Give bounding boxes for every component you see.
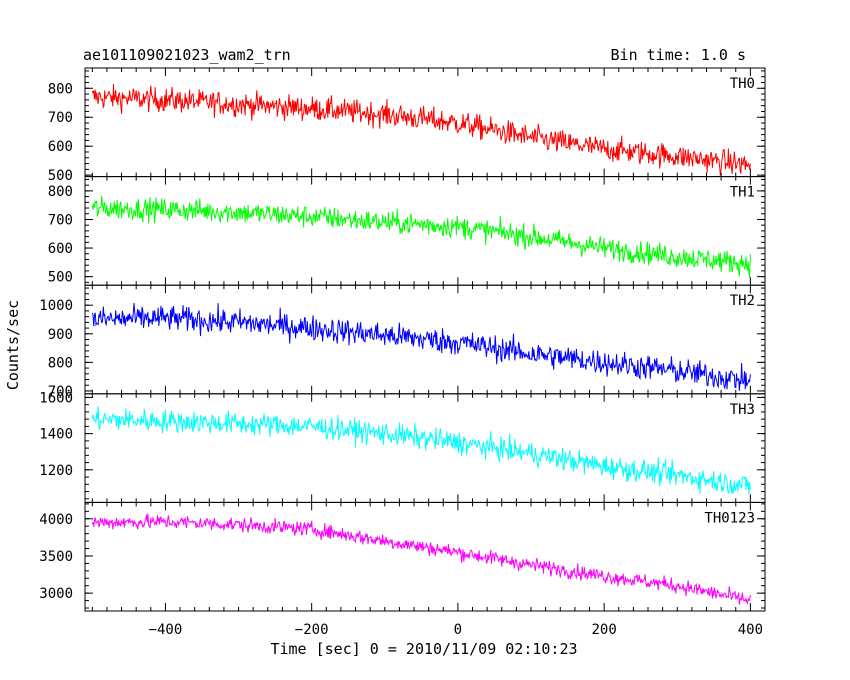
y-tick-label: 3000 — [39, 586, 73, 602]
series-line-th1 — [91, 195, 751, 278]
y-tick-label: 800 — [48, 81, 73, 97]
panel-label-th0: TH0 — [730, 76, 755, 92]
panel-frame-th1 — [84, 176, 766, 286]
x-tick-label: 400 — [738, 622, 763, 638]
y-tick-label: 600 — [48, 139, 73, 155]
panel-frame-th3 — [84, 393, 766, 503]
y-tick-label: 1000 — [39, 298, 73, 314]
y-tick-label: 3500 — [39, 549, 73, 565]
series-line-th2 — [91, 302, 751, 391]
y-tick-label: 700 — [48, 110, 73, 126]
y-axis-label: Counts/sec — [4, 300, 22, 390]
x-tick-label: 0 — [454, 622, 462, 638]
y-tick-label: 500 — [48, 270, 73, 286]
y-tick-label: 1400 — [39, 427, 73, 443]
y-tick-label: 600 — [48, 241, 73, 257]
series-line-th3 — [91, 406, 751, 495]
y-tick-label: 1200 — [39, 463, 73, 479]
bin-time-label: Bin time: 1.0 s — [611, 46, 746, 64]
x-tick-label: −200 — [295, 622, 329, 638]
panels-group: 500 600 700 800 TH0 500 600 700 800 TH1 700 800 900 1… — [39, 67, 766, 638]
y-tick-label: 500 — [48, 168, 73, 184]
chart-title: ae101109021023_wam2_trn — [83, 46, 291, 64]
y-tick-label: 900 — [48, 327, 73, 343]
x-tick-label: −400 — [149, 622, 183, 638]
panel-label-th0123: TH0123 — [704, 510, 755, 526]
series-line-th0123 — [91, 513, 751, 606]
panel-label-th2: TH2 — [730, 293, 755, 309]
x-axis-label: Time [sec] 0 = 2010/11/09 02:10:23 — [270, 640, 577, 658]
y-tick-label: 800 — [48, 184, 73, 200]
series-line-th0 — [91, 83, 751, 176]
y-tick-label: 800 — [48, 355, 73, 371]
y-tick-label: 4000 — [39, 512, 73, 528]
panel-frame-th0123 — [84, 501, 766, 612]
panel-frame-th0 — [84, 67, 766, 178]
y-tick-label: 700 — [48, 384, 73, 400]
x-tick-label: 200 — [591, 622, 616, 638]
panel-label-th1: TH1 — [730, 185, 755, 201]
y-tick-label: 1600 — [39, 390, 73, 406]
panel-label-th3: TH3 — [730, 402, 755, 418]
y-tick-label: 700 — [48, 212, 73, 228]
